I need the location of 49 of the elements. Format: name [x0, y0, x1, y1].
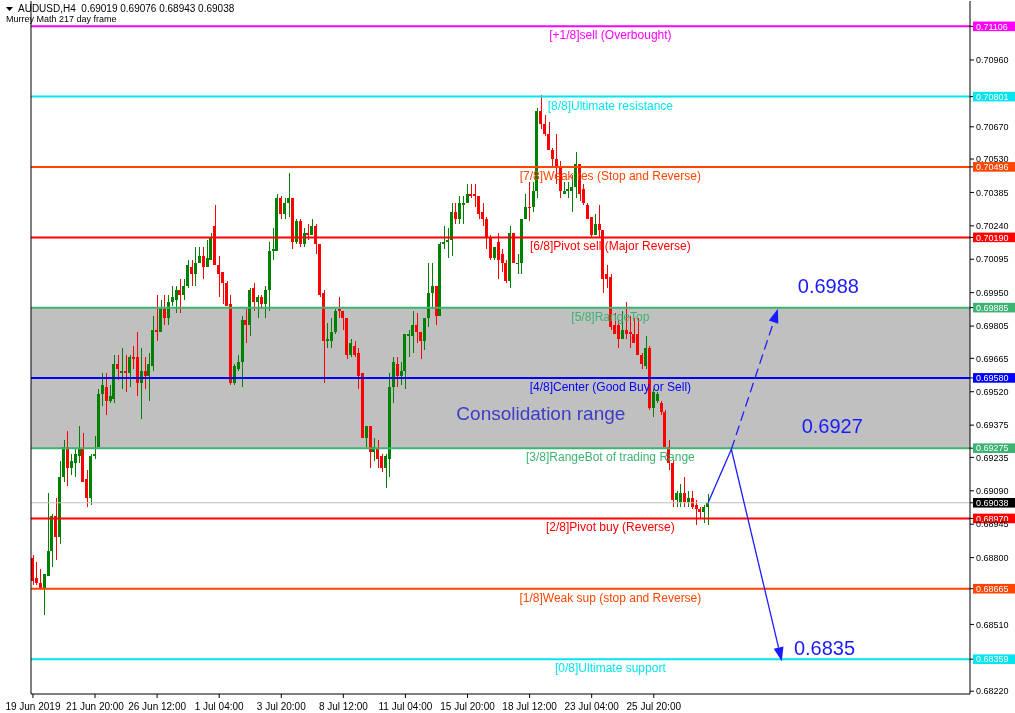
annotation: 0.6927 — [801, 415, 863, 438]
y-tick-label: 0.68220 — [976, 686, 1009, 697]
ref-line-label: [0/8]Ultimate support — [555, 661, 667, 676]
y-tick-label: 0.70496 — [976, 162, 1009, 173]
x-tick-label: 19 Jun 2019 — [5, 701, 61, 712]
ref-line-label: [6/8]Pivot sell (Major Reverse) — [530, 239, 691, 254]
x-tick-label: 8 Jul 12:00 — [318, 701, 369, 712]
x-tick-label: 23 Jul 04:00 — [564, 701, 620, 712]
x-tick-label: 21 Jun 20:00 — [66, 701, 125, 712]
y-tick-label: 0.68665 — [976, 583, 1009, 594]
y-tick-label: 0.69580 — [976, 373, 1009, 384]
y-tick-label: 0.69950 — [976, 287, 1009, 298]
y-tick-label: 0.69885 — [976, 302, 1009, 313]
ref-line-label: [1/8]Weak sup (stop and Reverse) — [519, 590, 702, 605]
annotation: 0.6988 — [797, 274, 859, 297]
y-tick-label: 0.68800 — [976, 552, 1009, 563]
y-tick-label: 0.70240 — [976, 221, 1009, 232]
ref-line-label: [2/8]Pivot buy (Reverse) — [546, 520, 675, 535]
y-tick-label: 0.70385 — [976, 187, 1009, 198]
chart-title: AUDUSD,H4 0.69019 0.69076 0.68943 0.69038 — [18, 3, 235, 14]
x-tick-label: 18 Jul 12:00 — [502, 701, 558, 712]
annotation: 0.6835 — [793, 637, 856, 660]
y-tick-label: 0.69375 — [976, 420, 1009, 431]
y-tick-label: 0.69090 — [976, 486, 1009, 496]
y-tick-label: 0.70190 — [976, 232, 1009, 243]
text: Murrey Math 217 day frame — [6, 14, 117, 24]
y-tick-label: 0.69235 — [976, 452, 1009, 463]
y-tick-label: 0.70095 — [976, 254, 1009, 265]
y-tick-label: 0.69805 — [976, 321, 1009, 332]
y-tick-label: 0.70960 — [976, 55, 1009, 66]
x-tick-label: 26 Jun 12:00 — [128, 701, 187, 712]
y-tick-label: 0.69275 — [976, 443, 1009, 454]
y-tick-label: 0.71106 — [976, 21, 1008, 32]
y-tick-label: 0.69520 — [976, 386, 1009, 397]
x-tick-label: 15 Jul 20:00 — [440, 701, 496, 712]
band-label: Consolidation range — [456, 403, 626, 425]
y-tick-label: 0.70530 — [976, 154, 1009, 165]
x-tick-label: 11 Jul 04:00 — [378, 701, 433, 712]
y-tick-label: 0.70670 — [976, 121, 1009, 132]
ref-line-label: [8/8]Ultimate resistance — [547, 98, 674, 113]
x-tick-label: 3 Jul 20:00 — [256, 701, 307, 712]
x-tick-label: 25 Jul 20:00 — [626, 701, 682, 712]
ref-line-label: [+1/8]sell (Overbought) — [549, 28, 672, 43]
x-tick-label: 1 Jul 04:00 — [194, 701, 245, 712]
y-tick-label: 0.68359 — [976, 654, 1009, 665]
y-tick-label: 0.70801 — [976, 91, 1009, 102]
y-tick-label: 0.69665 — [976, 353, 1009, 364]
y-tick-label: 0.68510 — [976, 619, 1009, 630]
y-tick-label: 0.69038 — [976, 497, 1009, 508]
